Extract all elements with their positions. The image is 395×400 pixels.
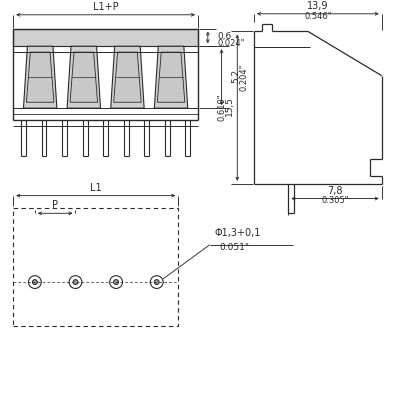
Text: 5,2: 5,2 bbox=[231, 69, 241, 83]
Text: 0,6: 0,6 bbox=[218, 32, 232, 41]
Polygon shape bbox=[26, 52, 54, 102]
Circle shape bbox=[28, 276, 41, 288]
Bar bbox=[13, 28, 198, 46]
Polygon shape bbox=[111, 46, 144, 108]
Text: 0.610": 0.610" bbox=[218, 94, 226, 121]
Text: P: P bbox=[52, 200, 58, 210]
Text: 13,9: 13,9 bbox=[307, 1, 329, 11]
Text: 0.204": 0.204" bbox=[239, 64, 248, 91]
Polygon shape bbox=[114, 52, 141, 102]
Text: 0.305": 0.305" bbox=[321, 196, 349, 206]
Circle shape bbox=[114, 280, 118, 284]
Circle shape bbox=[150, 276, 163, 288]
Polygon shape bbox=[70, 52, 98, 102]
Text: 7,8: 7,8 bbox=[327, 186, 343, 196]
Circle shape bbox=[73, 280, 78, 284]
Circle shape bbox=[32, 280, 37, 284]
Text: 0.051": 0.051" bbox=[220, 243, 250, 252]
Text: L1: L1 bbox=[90, 183, 102, 193]
Polygon shape bbox=[154, 46, 188, 108]
Text: Φ1,3+0,1: Φ1,3+0,1 bbox=[215, 228, 261, 238]
Polygon shape bbox=[23, 46, 57, 108]
Text: 0.024": 0.024" bbox=[218, 39, 245, 48]
Text: 15,5: 15,5 bbox=[226, 96, 234, 116]
Text: 0.546": 0.546" bbox=[304, 12, 332, 21]
Circle shape bbox=[154, 280, 159, 284]
Text: L1+P: L1+P bbox=[93, 2, 118, 12]
Circle shape bbox=[110, 276, 122, 288]
Polygon shape bbox=[157, 52, 185, 102]
Bar bbox=[13, 208, 178, 326]
Polygon shape bbox=[67, 46, 100, 108]
Circle shape bbox=[69, 276, 82, 288]
